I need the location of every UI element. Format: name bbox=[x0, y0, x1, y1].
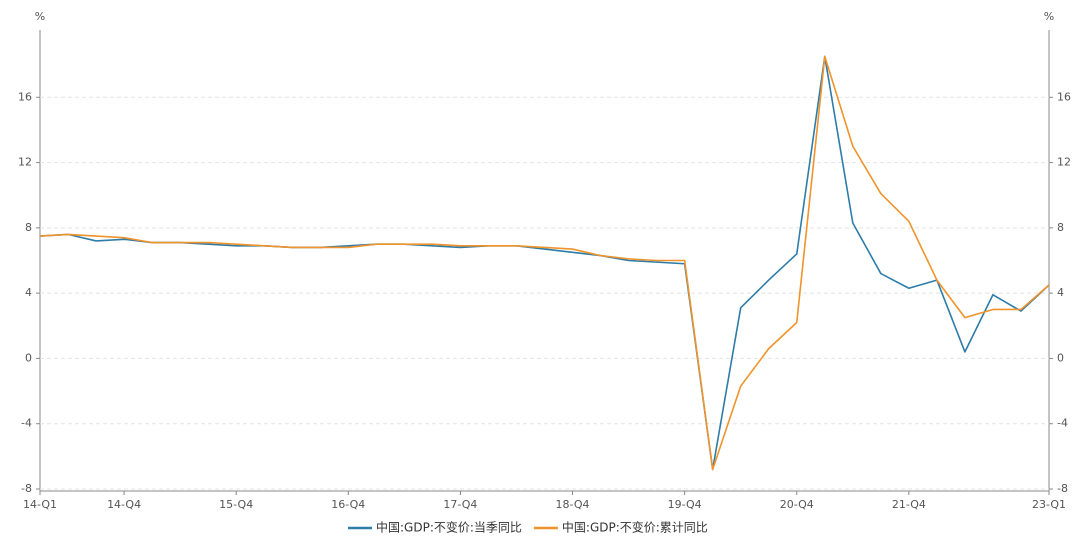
x-tick-label: 19-Q4 bbox=[668, 498, 702, 511]
y-tick-label: 12 bbox=[18, 156, 32, 169]
x-tick-label: 23-Q1 bbox=[1032, 498, 1066, 511]
y-unit: % bbox=[35, 10, 45, 23]
x-tick-label: 14-Q4 bbox=[107, 498, 141, 511]
series-line bbox=[39, 55, 1050, 471]
y2-tick-label: 12 bbox=[1057, 156, 1071, 169]
y-tick-label: 4 bbox=[25, 286, 32, 299]
legend-label: 中国:GDP:不变价:累计同比 bbox=[562, 520, 708, 535]
y-tick-label: -8 bbox=[21, 482, 32, 495]
series-line bbox=[39, 55, 1050, 471]
y-tick-label: 16 bbox=[18, 90, 32, 103]
y2-tick-label: 8 bbox=[1057, 221, 1064, 234]
x-tick-label: 17-Q4 bbox=[443, 498, 477, 511]
x-tick-label: 21-Q4 bbox=[892, 498, 926, 511]
legend: 中国:GDP:不变价:当季同比 中国:GDP:不变价:累计同比 bbox=[348, 520, 708, 535]
x-tick-label: 16-Q4 bbox=[331, 498, 365, 511]
x-tick-label: 18-Q4 bbox=[556, 498, 590, 511]
y2-tick-label: -8 bbox=[1057, 482, 1068, 495]
x-tick-label: 15-Q4 bbox=[219, 498, 253, 511]
x-tick-label: 14-Q1 bbox=[23, 498, 57, 511]
y2-unit: % bbox=[1044, 10, 1054, 23]
y-tick-label: 8 bbox=[25, 221, 32, 234]
legend-label: 中国:GDP:不变价:当季同比 bbox=[376, 520, 522, 535]
y2-tick-label: 4 bbox=[1057, 286, 1064, 299]
y2-tick-label: 16 bbox=[1057, 90, 1071, 103]
x-tick-label: 20-Q4 bbox=[780, 498, 814, 511]
y2-tick-label: 0 bbox=[1057, 351, 1064, 364]
y2-tick-label: -4 bbox=[1057, 417, 1068, 430]
y-tick-label: 0 bbox=[25, 351, 32, 364]
y-tick-label: -4 bbox=[21, 417, 32, 430]
